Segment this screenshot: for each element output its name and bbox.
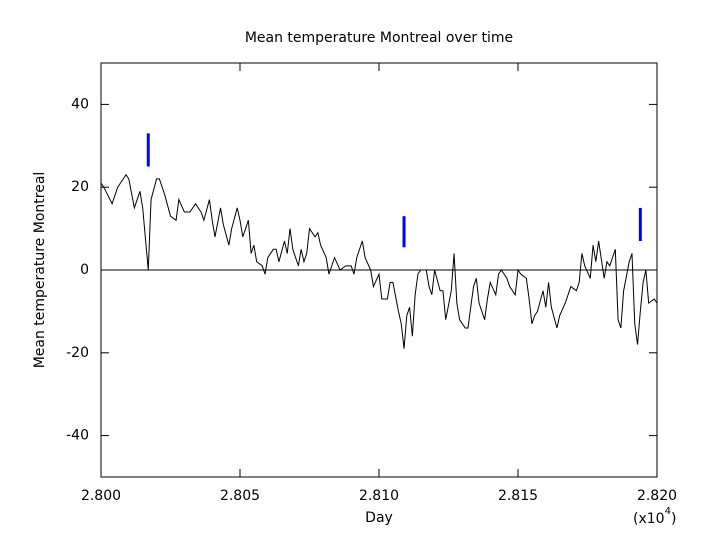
chart-title: Mean temperature Montreal over time [245,30,513,46]
x-tick-label: 2.820 [637,488,677,504]
x-tick-label: 2.810 [359,488,399,504]
x-tick-label: 2.805 [220,488,260,504]
y-tick-label: 40 [71,96,89,112]
y-tick-label: 0 [80,262,89,278]
multiplier-exponent: 4 [665,506,671,517]
x-tick-label: 2.815 [498,488,538,504]
x-axis-label: Day [365,510,393,526]
multiplier-prefix: (x10 [633,511,665,527]
y-axis-label: Mean temperature Montreal [32,172,48,369]
y-tick-label: -40 [66,428,89,444]
y-tick-label: 20 [71,179,89,195]
x-tick-label: 2.800 [81,488,121,504]
multiplier-suffix: ) [671,511,676,527]
temperature-line [100,173,658,349]
y-tick-label: -20 [66,345,89,361]
x-multiplier: (x104) [633,506,676,527]
